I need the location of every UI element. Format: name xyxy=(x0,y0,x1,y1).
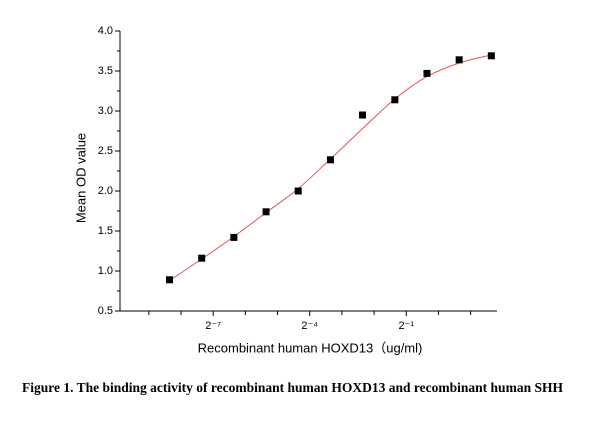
y-tick-label: 1.5 xyxy=(98,225,113,237)
data-point xyxy=(198,254,206,262)
x-tick-label: 2⁻¹ xyxy=(398,320,414,332)
data-point xyxy=(326,156,334,164)
x-tick-label: 2⁻⁴ xyxy=(301,320,318,332)
data-point xyxy=(359,111,367,119)
data-point xyxy=(230,233,238,241)
x-tick-label: 2⁻⁷ xyxy=(205,320,221,332)
data-point xyxy=(166,276,174,284)
y-tick-label: 1.0 xyxy=(98,265,113,277)
data-point xyxy=(391,96,399,104)
data-point xyxy=(294,187,302,195)
data-point xyxy=(423,69,431,77)
chart: Recombinant human HOXD13（ug/ml) Mean OD … xyxy=(73,25,497,355)
y-tick-label: 3.0 xyxy=(98,105,113,117)
figure-caption: Figure 1. The binding activity of recomb… xyxy=(22,380,563,395)
data-point xyxy=(455,56,463,64)
y-axis-title: Mean OD value xyxy=(73,133,88,223)
fit-curve xyxy=(169,54,492,282)
y-tick-label: 3.5 xyxy=(98,65,113,77)
y-tick-label: 0.5 xyxy=(98,305,113,317)
y-tick-label: 4.0 xyxy=(98,25,113,37)
data-point xyxy=(487,52,495,60)
y-tick-label: 2.0 xyxy=(98,185,113,197)
y-tick-label: 2.5 xyxy=(98,145,113,157)
x-axis-title: Recombinant human HOXD13（ug/ml) xyxy=(198,340,423,355)
data-point xyxy=(262,208,270,216)
